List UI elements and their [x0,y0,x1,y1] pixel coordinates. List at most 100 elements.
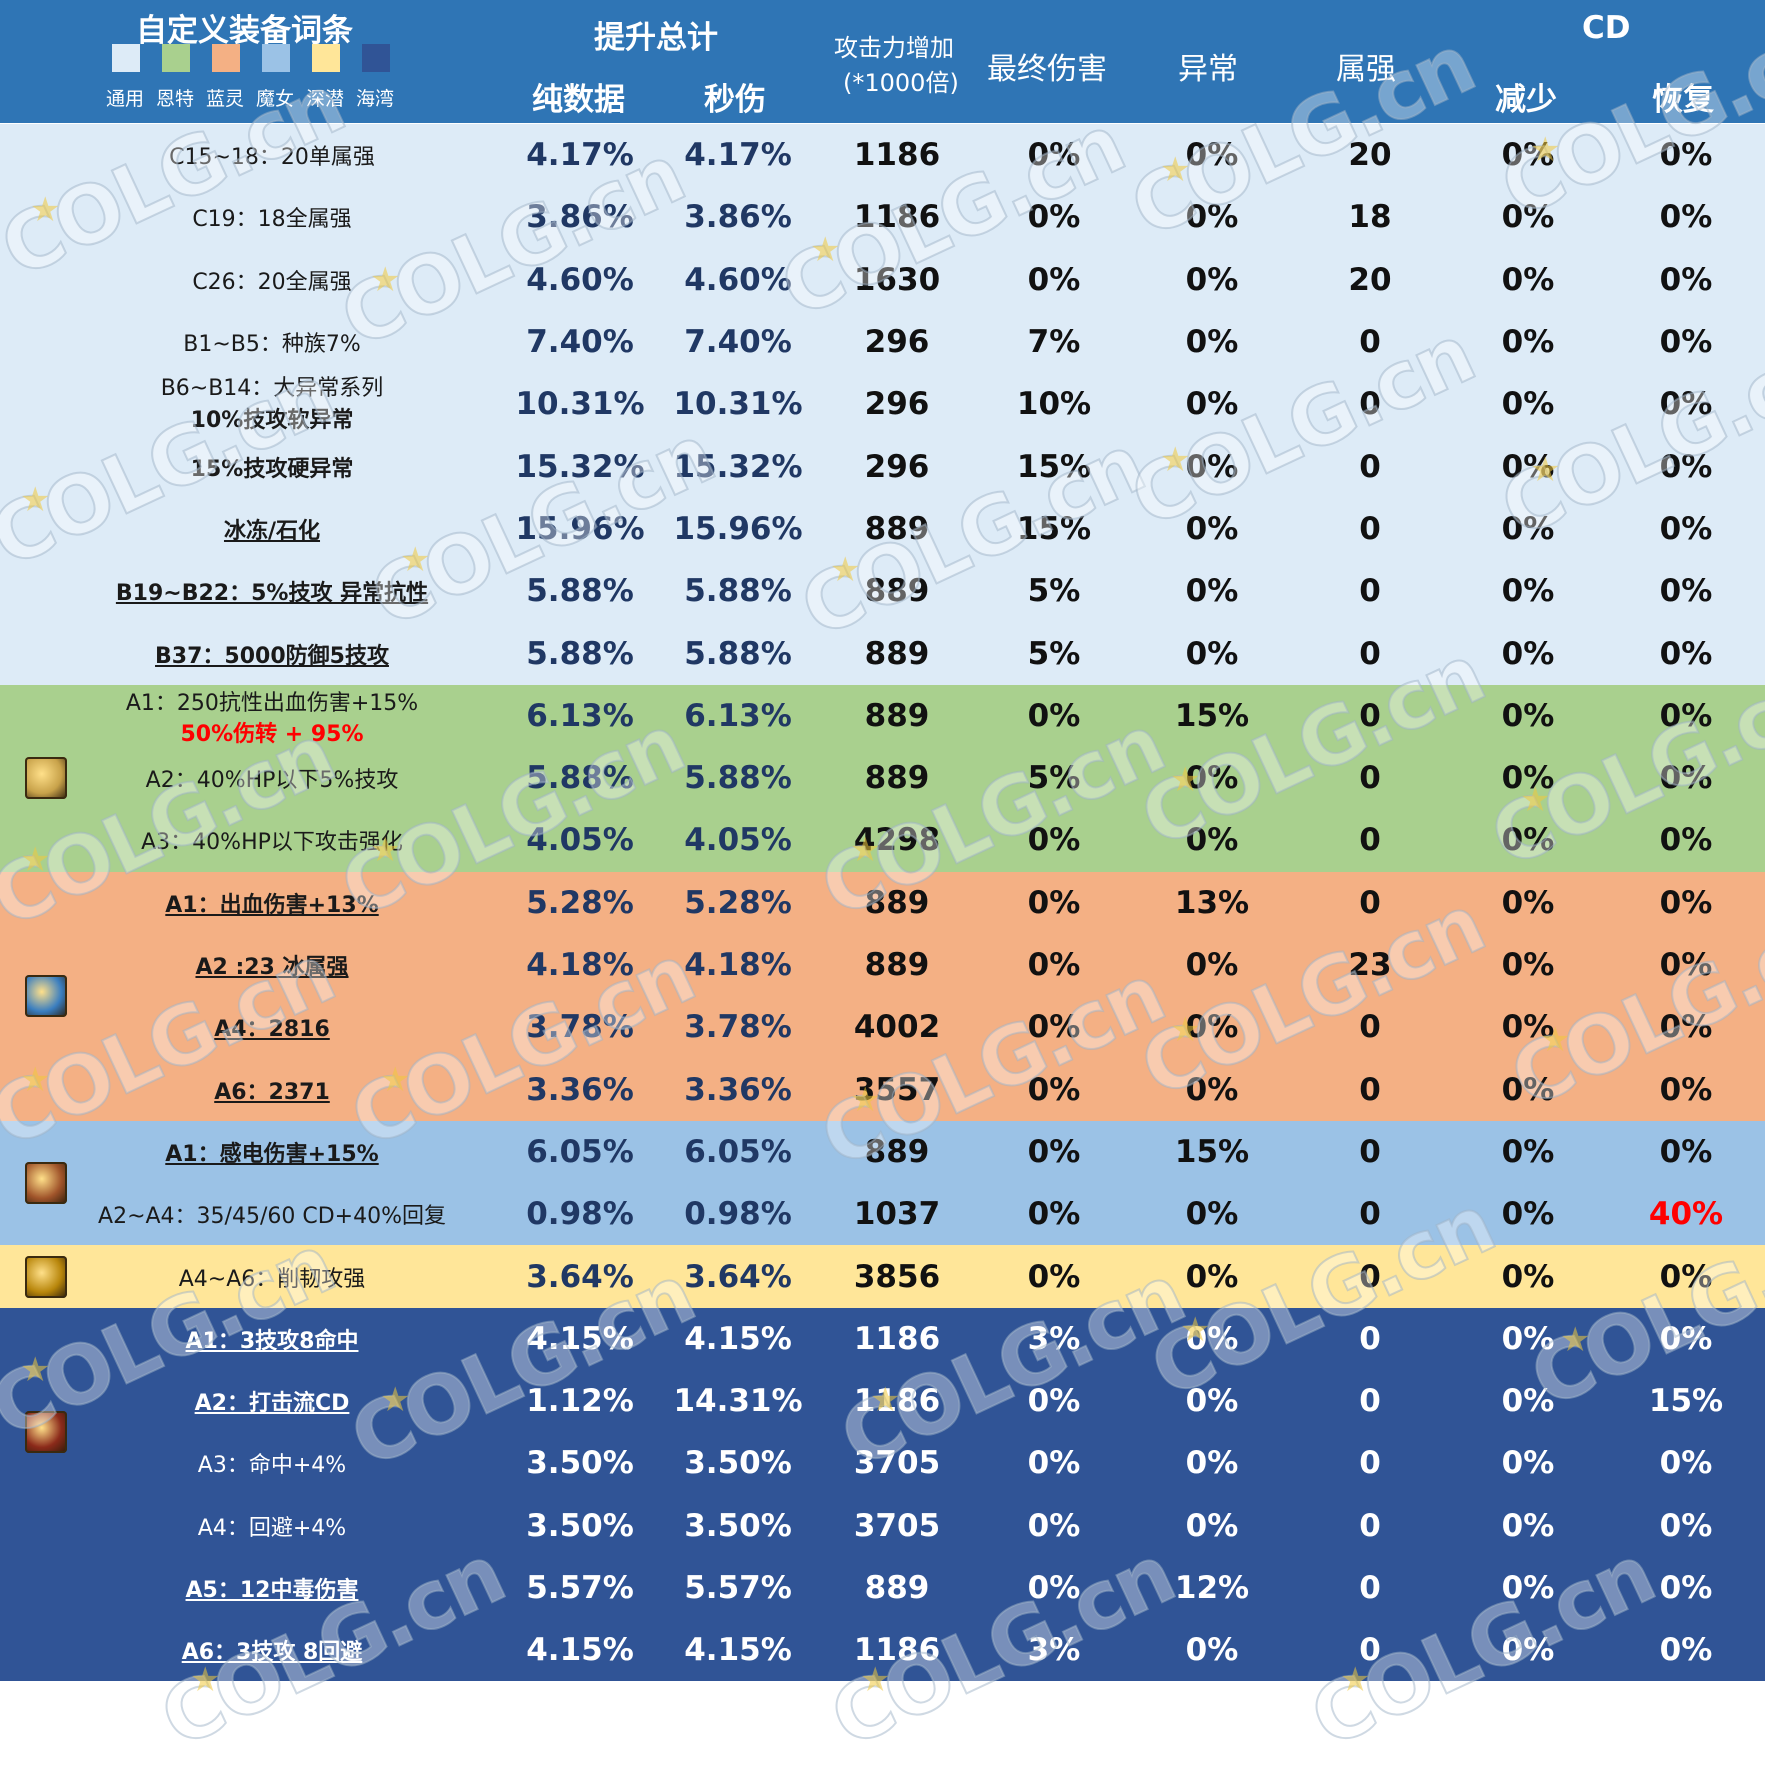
watermark-star-icon: ★ [370,260,401,300]
element-cell: 0 [1359,1009,1381,1046]
final-damage-cell: 5% [1027,573,1081,610]
row-label: B37：5000防御5技攻 [155,643,389,669]
element-cell: 20 [1348,137,1392,174]
pure-data-cell: 4.15% [526,1632,634,1669]
watermark-star-icon: ★ [1170,760,1201,800]
element-cell: 0 [1359,510,1381,547]
watermark-star-icon: ★ [810,230,841,270]
abnormal-cell: 15% [1174,1133,1250,1170]
cd-recover-cell: 0% [1659,760,1713,797]
atk-cell: 3856 [853,1258,941,1295]
abnormal-cell: 0% [1185,261,1239,298]
row-label: B6~B14：大异常系列 [160,376,384,402]
cd-reduce-cell: 0% [1501,1507,1555,1544]
watermark-star-icon: ★ [1560,1320,1591,1360]
row-label: A3：40%HP以下攻击强化 [141,830,403,856]
cd-recover-cell: 0% [1659,1445,1713,1482]
row-label: 15%技攻硬异常 [190,456,354,482]
watermark-star-icon: ★ [860,1660,891,1700]
pure-data-cell: 5.28% [526,884,634,921]
legend-label: 海湾 [356,88,395,110]
watermark-star-icon: ★ [1520,780,1551,820]
pure-data-cell: 3.78% [526,1009,634,1046]
final-damage-cell: 0% [1027,1071,1081,1108]
row-label: A1：250抗性出血伤害+15% [125,690,419,716]
element-cell: 0 [1359,1258,1381,1295]
cd-reduce-cell: 0% [1501,199,1555,236]
cd-reduce-cell: 0% [1501,573,1555,610]
element-cell: 0 [1359,324,1381,361]
row-label: A2~A4：35/45/60 CD+40%回复 [98,1204,446,1230]
watermark-star-icon: ★ [190,1660,221,1700]
dps-cell: 6.05% [684,1133,792,1170]
final-damage-cell: 0% [1027,1133,1081,1170]
abnormal-header: 异常 [1178,52,1238,87]
abnormal-cell: 0% [1185,1009,1239,1046]
row-label: A1：3技攻8命中 [185,1328,359,1354]
row-label: A5：12中毒伤害 [185,1578,359,1604]
pure-data-cell: 4.05% [526,822,634,859]
pure-data-cell: 4.18% [526,947,634,984]
cd-reduce-cell: 0% [1501,1133,1555,1170]
element-cell: 23 [1348,947,1392,984]
cd-recover-cell: 0% [1659,199,1713,236]
dps-cell: 3.50% [684,1507,792,1544]
cd-reduce-cell: 0% [1501,1570,1555,1607]
atk-cell: 1037 [853,1196,941,1233]
total-header: 提升总计 [594,20,718,56]
watermark-star-icon: ★ [400,540,431,580]
cd-reduce-cell: 0% [1501,137,1555,174]
dps-header: 秒伤 [704,82,766,118]
atk-cell: 1186 [853,1383,941,1420]
atk-cell: 3557 [853,1071,941,1108]
watermark-star-icon: ★ [1530,130,1561,170]
element-cell: 0 [1359,448,1381,485]
cd-reduce-cell: 0% [1501,760,1555,797]
final-damage-cell: 0% [1027,822,1081,859]
final-damage-cell: 3% [1027,1320,1081,1357]
cd-reduce-cell: 0% [1501,261,1555,298]
element-cell: 0 [1359,1320,1381,1357]
cd-recover-header: 恢复 [1652,82,1714,118]
final-damage-cell: 0% [1027,884,1081,921]
pure-data-cell: 10.31% [515,386,645,423]
watermark-star-icon: ★ [1340,1660,1371,1700]
legend-swatch [362,44,390,72]
cd-recover-cell: 0% [1659,573,1713,610]
cd-recover-cell: 0% [1659,822,1713,859]
cd-recover-cell: 15% [1648,1383,1724,1420]
cd-reduce-cell: 0% [1501,1196,1555,1233]
row-label: A1：感电伤害+15% [165,1141,379,1167]
final-damage-cell: 0% [1027,1009,1081,1046]
element-cell: 0 [1359,1071,1381,1108]
abnormal-cell: 0% [1185,947,1239,984]
pure-data-header: 纯数据 [532,82,625,118]
final-damage-cell: 5% [1027,635,1081,672]
abnormal-cell: 0% [1185,1632,1239,1669]
final-damage-cell: 0% [1027,1383,1081,1420]
pure-data-cell: 5.57% [526,1570,634,1607]
atk-cell: 296 [864,448,930,485]
pure-data-cell: 7.40% [526,324,634,361]
cd-reduce-cell: 0% [1501,1445,1555,1482]
element-cell: 0 [1359,1383,1381,1420]
cd-recover-cell: 0% [1659,697,1713,734]
atk-cell: 1630 [853,261,941,298]
dps-cell: 4.18% [684,947,792,984]
soft-abnormal-sublabel: 10%技攻软异常 [190,408,354,434]
watermark-star-icon: ★ [870,1380,901,1420]
dps-cell: 4.15% [684,1320,792,1357]
element-cell: 0 [1359,760,1381,797]
pure-data-cell: 0.98% [526,1196,634,1233]
legend-swatch [162,44,190,72]
dps-cell: 3.36% [684,1071,792,1108]
cd-reduce-cell: 0% [1501,697,1555,734]
cd-reduce-cell: 0% [1501,822,1555,859]
cd-reduce-cell: 0% [1501,1258,1555,1295]
cd-recover-cell: 0% [1659,1009,1713,1046]
dps-cell: 3.50% [684,1445,792,1482]
watermark-star-icon: ★ [380,1380,411,1420]
watermark-star-icon: ★ [20,840,51,880]
cd-reduce-cell: 0% [1501,1320,1555,1357]
abnormal-cell: 0% [1185,1196,1239,1233]
